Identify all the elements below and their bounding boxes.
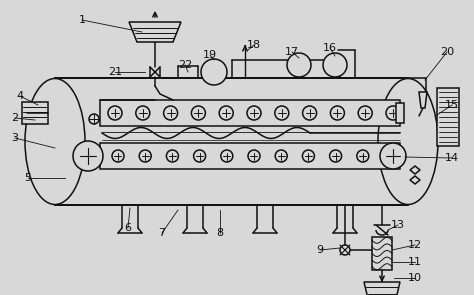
Text: 15: 15 xyxy=(445,100,459,110)
Circle shape xyxy=(275,150,287,162)
Text: 19: 19 xyxy=(203,50,217,60)
Text: 6: 6 xyxy=(125,223,131,233)
Circle shape xyxy=(139,150,151,162)
Circle shape xyxy=(380,143,406,169)
Circle shape xyxy=(108,106,122,120)
Circle shape xyxy=(89,114,99,124)
Circle shape xyxy=(247,106,261,120)
Text: 20: 20 xyxy=(440,47,454,57)
Ellipse shape xyxy=(25,78,85,204)
Circle shape xyxy=(302,106,317,120)
Circle shape xyxy=(164,106,178,120)
Bar xyxy=(100,100,400,126)
Circle shape xyxy=(248,150,260,162)
Circle shape xyxy=(323,53,347,77)
Text: 1: 1 xyxy=(79,15,85,25)
Bar xyxy=(55,78,408,205)
Circle shape xyxy=(201,59,227,85)
Circle shape xyxy=(112,150,124,162)
Circle shape xyxy=(384,150,396,162)
Bar xyxy=(437,88,459,146)
Circle shape xyxy=(287,53,311,77)
Text: 9: 9 xyxy=(317,245,324,255)
Polygon shape xyxy=(364,282,400,295)
Circle shape xyxy=(136,106,150,120)
Ellipse shape xyxy=(378,78,438,204)
Circle shape xyxy=(221,150,233,162)
Circle shape xyxy=(219,106,233,120)
Text: 2: 2 xyxy=(11,113,18,123)
Text: 18: 18 xyxy=(247,40,261,50)
Circle shape xyxy=(386,106,400,120)
Text: 21: 21 xyxy=(108,67,122,77)
Text: 12: 12 xyxy=(408,240,422,250)
Text: 3: 3 xyxy=(11,133,18,143)
Circle shape xyxy=(275,106,289,120)
Circle shape xyxy=(73,141,103,171)
Text: 5: 5 xyxy=(25,173,31,183)
Circle shape xyxy=(340,245,350,255)
Circle shape xyxy=(358,106,372,120)
Text: 8: 8 xyxy=(217,228,224,238)
Bar xyxy=(396,103,404,123)
Circle shape xyxy=(191,106,205,120)
Polygon shape xyxy=(419,92,427,108)
Bar xyxy=(22,102,48,124)
Polygon shape xyxy=(410,176,420,184)
Circle shape xyxy=(166,150,178,162)
Text: 22: 22 xyxy=(178,60,192,70)
Text: 14: 14 xyxy=(445,153,459,163)
Polygon shape xyxy=(129,22,181,42)
Text: 16: 16 xyxy=(323,43,337,53)
Circle shape xyxy=(193,150,206,162)
Text: 11: 11 xyxy=(408,257,422,267)
Text: 4: 4 xyxy=(17,91,24,101)
Text: 10: 10 xyxy=(408,273,422,283)
Text: 7: 7 xyxy=(158,228,165,238)
Text: 13: 13 xyxy=(391,220,405,230)
Circle shape xyxy=(329,150,342,162)
Bar xyxy=(100,143,400,169)
Polygon shape xyxy=(410,166,420,174)
Circle shape xyxy=(357,150,369,162)
Bar xyxy=(372,237,392,270)
Circle shape xyxy=(330,106,345,120)
Text: 17: 17 xyxy=(285,47,299,57)
Circle shape xyxy=(302,150,314,162)
